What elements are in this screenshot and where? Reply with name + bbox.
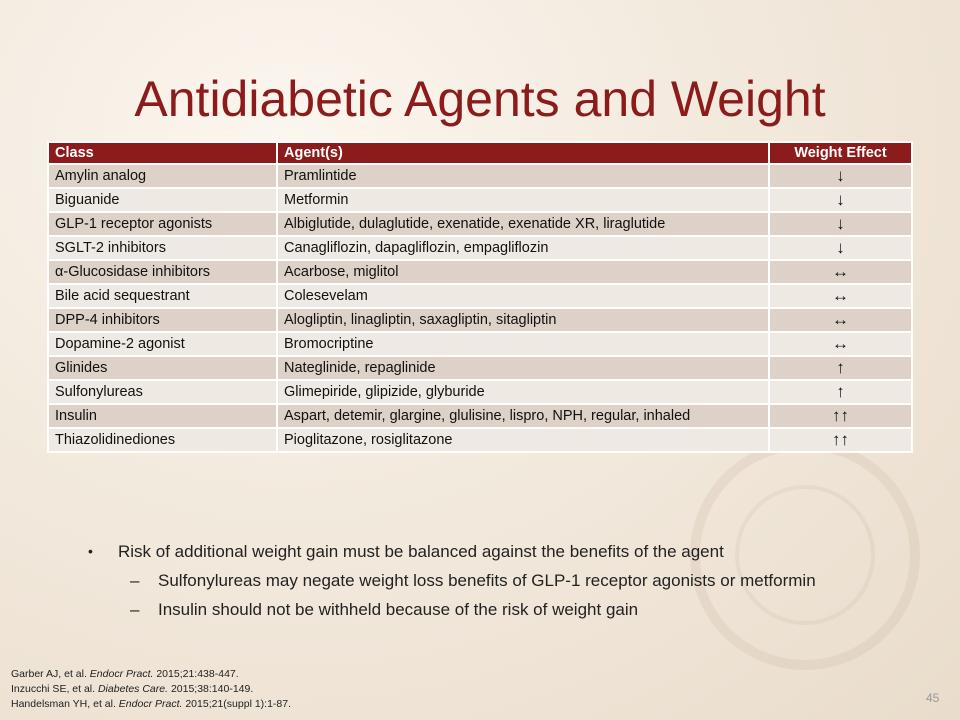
cell-agents: Albiglutide, dulaglutide, exenatide, exe… (276, 211, 770, 237)
table-row: α-Glucosidase inhibitors Acarbose, migli… (47, 259, 913, 285)
cell-agents: Pioglitazone, rosiglitazone (276, 427, 770, 453)
references: Garber AJ, et al. Endocr Pract. 2015;21:… (11, 667, 291, 712)
ref-citation: 2015;21:438-447. (156, 668, 239, 680)
table-row: Amylin analog Pramlintide ↓ (47, 163, 913, 189)
reference-item: Garber AJ, et al. Endocr Pract. 2015;21:… (11, 667, 291, 682)
cell-effect: ↓ (768, 211, 913, 237)
cell-effect: ↔ (768, 259, 913, 285)
cell-agents: Metformin (276, 187, 770, 213)
header-weight-effect: Weight Effect (768, 141, 913, 165)
cell-agents: Nateglinide, repaglinide (276, 355, 770, 381)
ref-citation: 2015;38:140-149. (170, 683, 254, 695)
ref-authors: Inzucchi SE, et al. (11, 683, 96, 695)
page-title: Antidiabetic Agents and Weight (134, 71, 826, 127)
cell-class: SGLT-2 inhibitors (47, 235, 278, 261)
cell-effect: ↔ (768, 283, 913, 309)
table-row: Glinides Nateglinide, repaglinide ↑ (47, 355, 913, 381)
cell-agents: Acarbose, miglitol (276, 259, 770, 285)
sub-bullet-item: – Sulfonylureas may negate weight loss b… (88, 570, 908, 591)
table-header-row: Class Agent(s) Weight Effect (47, 141, 913, 165)
cell-effect: ↓ (768, 163, 913, 189)
sub-bullet-text: Insulin should not be withheld because o… (158, 600, 639, 619)
cell-agents: Pramlintide (276, 163, 770, 189)
cell-class: Amylin analog (47, 163, 278, 189)
table-row: DPP-4 inhibitors Alogliptin, linagliptin… (47, 307, 913, 333)
table-row: Sulfonylureas Glimepiride, glipizide, gl… (47, 379, 913, 405)
cell-effect: ↔ (768, 307, 913, 333)
sub-bullet-text: Sulfonylureas may negate weight loss ben… (158, 571, 816, 590)
table-row: Bile acid sequestrant Colesevelam ↔ (47, 283, 913, 309)
cell-class: Dopamine-2 agonist (47, 331, 278, 357)
cell-class: GLP-1 receptor agonists (47, 211, 278, 237)
cell-agents: Bromocriptine (276, 331, 770, 357)
ref-journal: Endocr Pract. (118, 698, 183, 710)
table-row: Dopamine-2 agonist Bromocriptine ↔ (47, 331, 913, 357)
dash-icon: – (130, 571, 140, 590)
cell-agents: Alogliptin, linagliptin, saxagliptin, si… (276, 307, 770, 333)
cell-class: Glinides (47, 355, 278, 381)
cell-class: Thiazolidinediones (47, 427, 278, 453)
cell-effect: ↑ (768, 355, 913, 381)
cell-class: Sulfonylureas (47, 379, 278, 405)
table-row: Insulin Aspart, detemir, glargine, gluli… (47, 403, 913, 429)
bullet-list: • Risk of additional weight gain must be… (88, 541, 908, 628)
seal-inner-ring (735, 485, 875, 625)
cell-class: α-Glucosidase inhibitors (47, 259, 278, 285)
cell-agents: Canagliflozin, dapagliflozin, empagliflo… (276, 235, 770, 261)
table-row: Thiazolidinediones Pioglitazone, rosigli… (47, 427, 913, 453)
cell-agents: Glimepiride, glipizide, glyburide (276, 379, 770, 405)
cell-effect: ↓ (768, 235, 913, 261)
table-row: GLP-1 receptor agonists Albiglutide, dul… (47, 211, 913, 237)
ref-journal: Endocr Pract. (89, 668, 154, 680)
sub-bullet-item: – Insulin should not be withheld because… (88, 599, 908, 620)
reference-item: Handelsman YH, et al. Endocr Pract. 2015… (11, 697, 291, 712)
cell-class: Biguanide (47, 187, 278, 213)
agents-table: Class Agent(s) Weight Effect Amylin anal… (47, 141, 913, 453)
ref-citation: 2015;21(suppl 1):1-87. (185, 698, 291, 710)
cell-class: Insulin (47, 403, 278, 429)
cell-effect: ↑↑ (768, 403, 913, 429)
bullet-dot-icon: • (88, 543, 93, 559)
table-row: SGLT-2 inhibitors Canagliflozin, dapagli… (47, 235, 913, 261)
ref-authors: Handelsman YH, et al. (11, 698, 116, 710)
cell-effect: ↓ (768, 187, 913, 213)
cell-class: Bile acid sequestrant (47, 283, 278, 309)
cell-effect: ↑ (768, 379, 913, 405)
page-number: 45 (926, 691, 940, 705)
bullet-item: • Risk of additional weight gain must be… (88, 541, 908, 562)
cell-effect: ↔ (768, 331, 913, 357)
ref-journal: Diabetes Care. (97, 683, 169, 695)
bullet-text: Risk of additional weight gain must be b… (118, 542, 724, 561)
ref-authors: Garber AJ, et al. (11, 668, 87, 680)
table-row: Biguanide Metformin ↓ (47, 187, 913, 213)
cell-agents: Aspart, detemir, glargine, glulisine, li… (276, 403, 770, 429)
cell-class: DPP-4 inhibitors (47, 307, 278, 333)
cell-agents: Colesevelam (276, 283, 770, 309)
cell-effect: ↑↑ (768, 427, 913, 453)
header-class: Class (47, 141, 278, 165)
reference-item: Inzucchi SE, et al. Diabetes Care. 2015;… (11, 682, 291, 697)
header-agents: Agent(s) (276, 141, 770, 165)
dash-icon: – (130, 600, 140, 619)
